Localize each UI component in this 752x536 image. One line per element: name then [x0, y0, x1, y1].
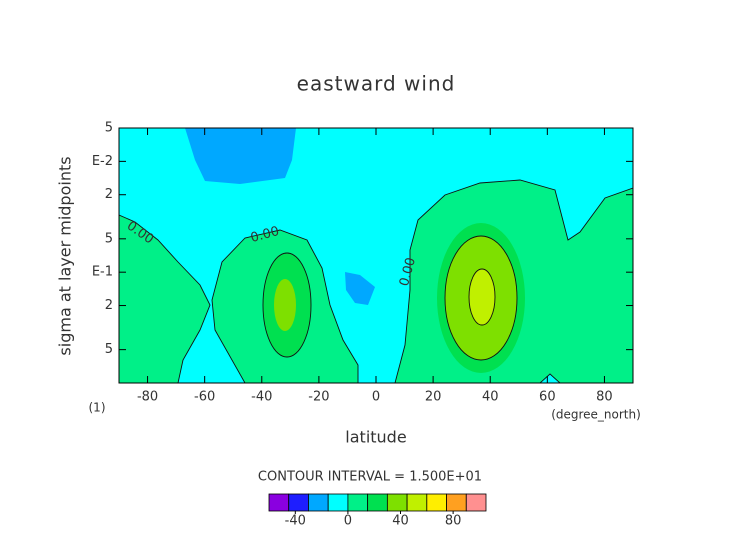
contour-line — [444, 235, 518, 361]
colorbar-box — [347, 493, 369, 512]
x-tick-label: -80 — [137, 390, 158, 405]
contour-interval: CONTOUR INTERVAL = 1.500E+01 — [258, 470, 482, 485]
x-tick-label: -20 — [308, 390, 329, 405]
colorbar-box — [465, 493, 487, 512]
colorbar-box — [327, 493, 349, 512]
y-tick-label: 2 — [105, 187, 113, 202]
x-tick-label: 20 — [425, 390, 442, 405]
region — [274, 279, 296, 331]
x-axis-label: latitude — [345, 428, 406, 447]
x-units: (degree_north) — [551, 408, 641, 422]
y-tick-label: 2 — [105, 298, 113, 313]
x-tick-label: 60 — [539, 390, 556, 405]
colorbar-box — [426, 493, 447, 512]
colorbar-box — [268, 493, 290, 512]
colorbar-box — [446, 493, 467, 512]
colorbar-label: 80 — [445, 514, 462, 529]
chart-title: eastward wind — [297, 72, 456, 96]
colorbar-box — [308, 493, 329, 512]
contour-line — [262, 252, 312, 358]
contour-line — [211, 229, 359, 383]
x-tick-label: -60 — [194, 390, 215, 405]
y-axis-label: sigma at layer midpoints — [56, 156, 75, 355]
colorbar-box — [288, 493, 309, 512]
x-tick-label: 80 — [596, 390, 613, 405]
x-tick-label: 0 — [372, 390, 380, 405]
y-tick-label: 5 — [105, 121, 113, 136]
x-tick-label: -40 — [251, 390, 272, 405]
contour-line — [119, 214, 211, 383]
colorbar-label: -40 — [285, 514, 306, 529]
colorbar-box — [386, 493, 408, 512]
x-tick-label: 40 — [482, 390, 499, 405]
region — [185, 128, 296, 184]
y-tick-label: 5 — [105, 342, 113, 357]
colorbar-label: 0 — [344, 514, 352, 529]
colorbar-label: 40 — [392, 514, 409, 529]
y-units: (1) — [89, 401, 106, 415]
colorbar-box — [367, 493, 388, 512]
y-tick-label: E-2 — [92, 154, 113, 169]
contour-label: 0.00 — [397, 256, 419, 288]
region — [119, 215, 210, 383]
region — [345, 272, 375, 305]
y-tick-label: 5 — [105, 231, 113, 246]
contour-line — [468, 268, 496, 326]
colorbar-box — [406, 493, 428, 512]
y-tick-label: E-1 — [92, 265, 113, 280]
region — [469, 269, 495, 325]
contour-field — [119, 128, 633, 383]
contour-label: 0.00 — [249, 224, 281, 246]
contour-line — [394, 179, 633, 383]
